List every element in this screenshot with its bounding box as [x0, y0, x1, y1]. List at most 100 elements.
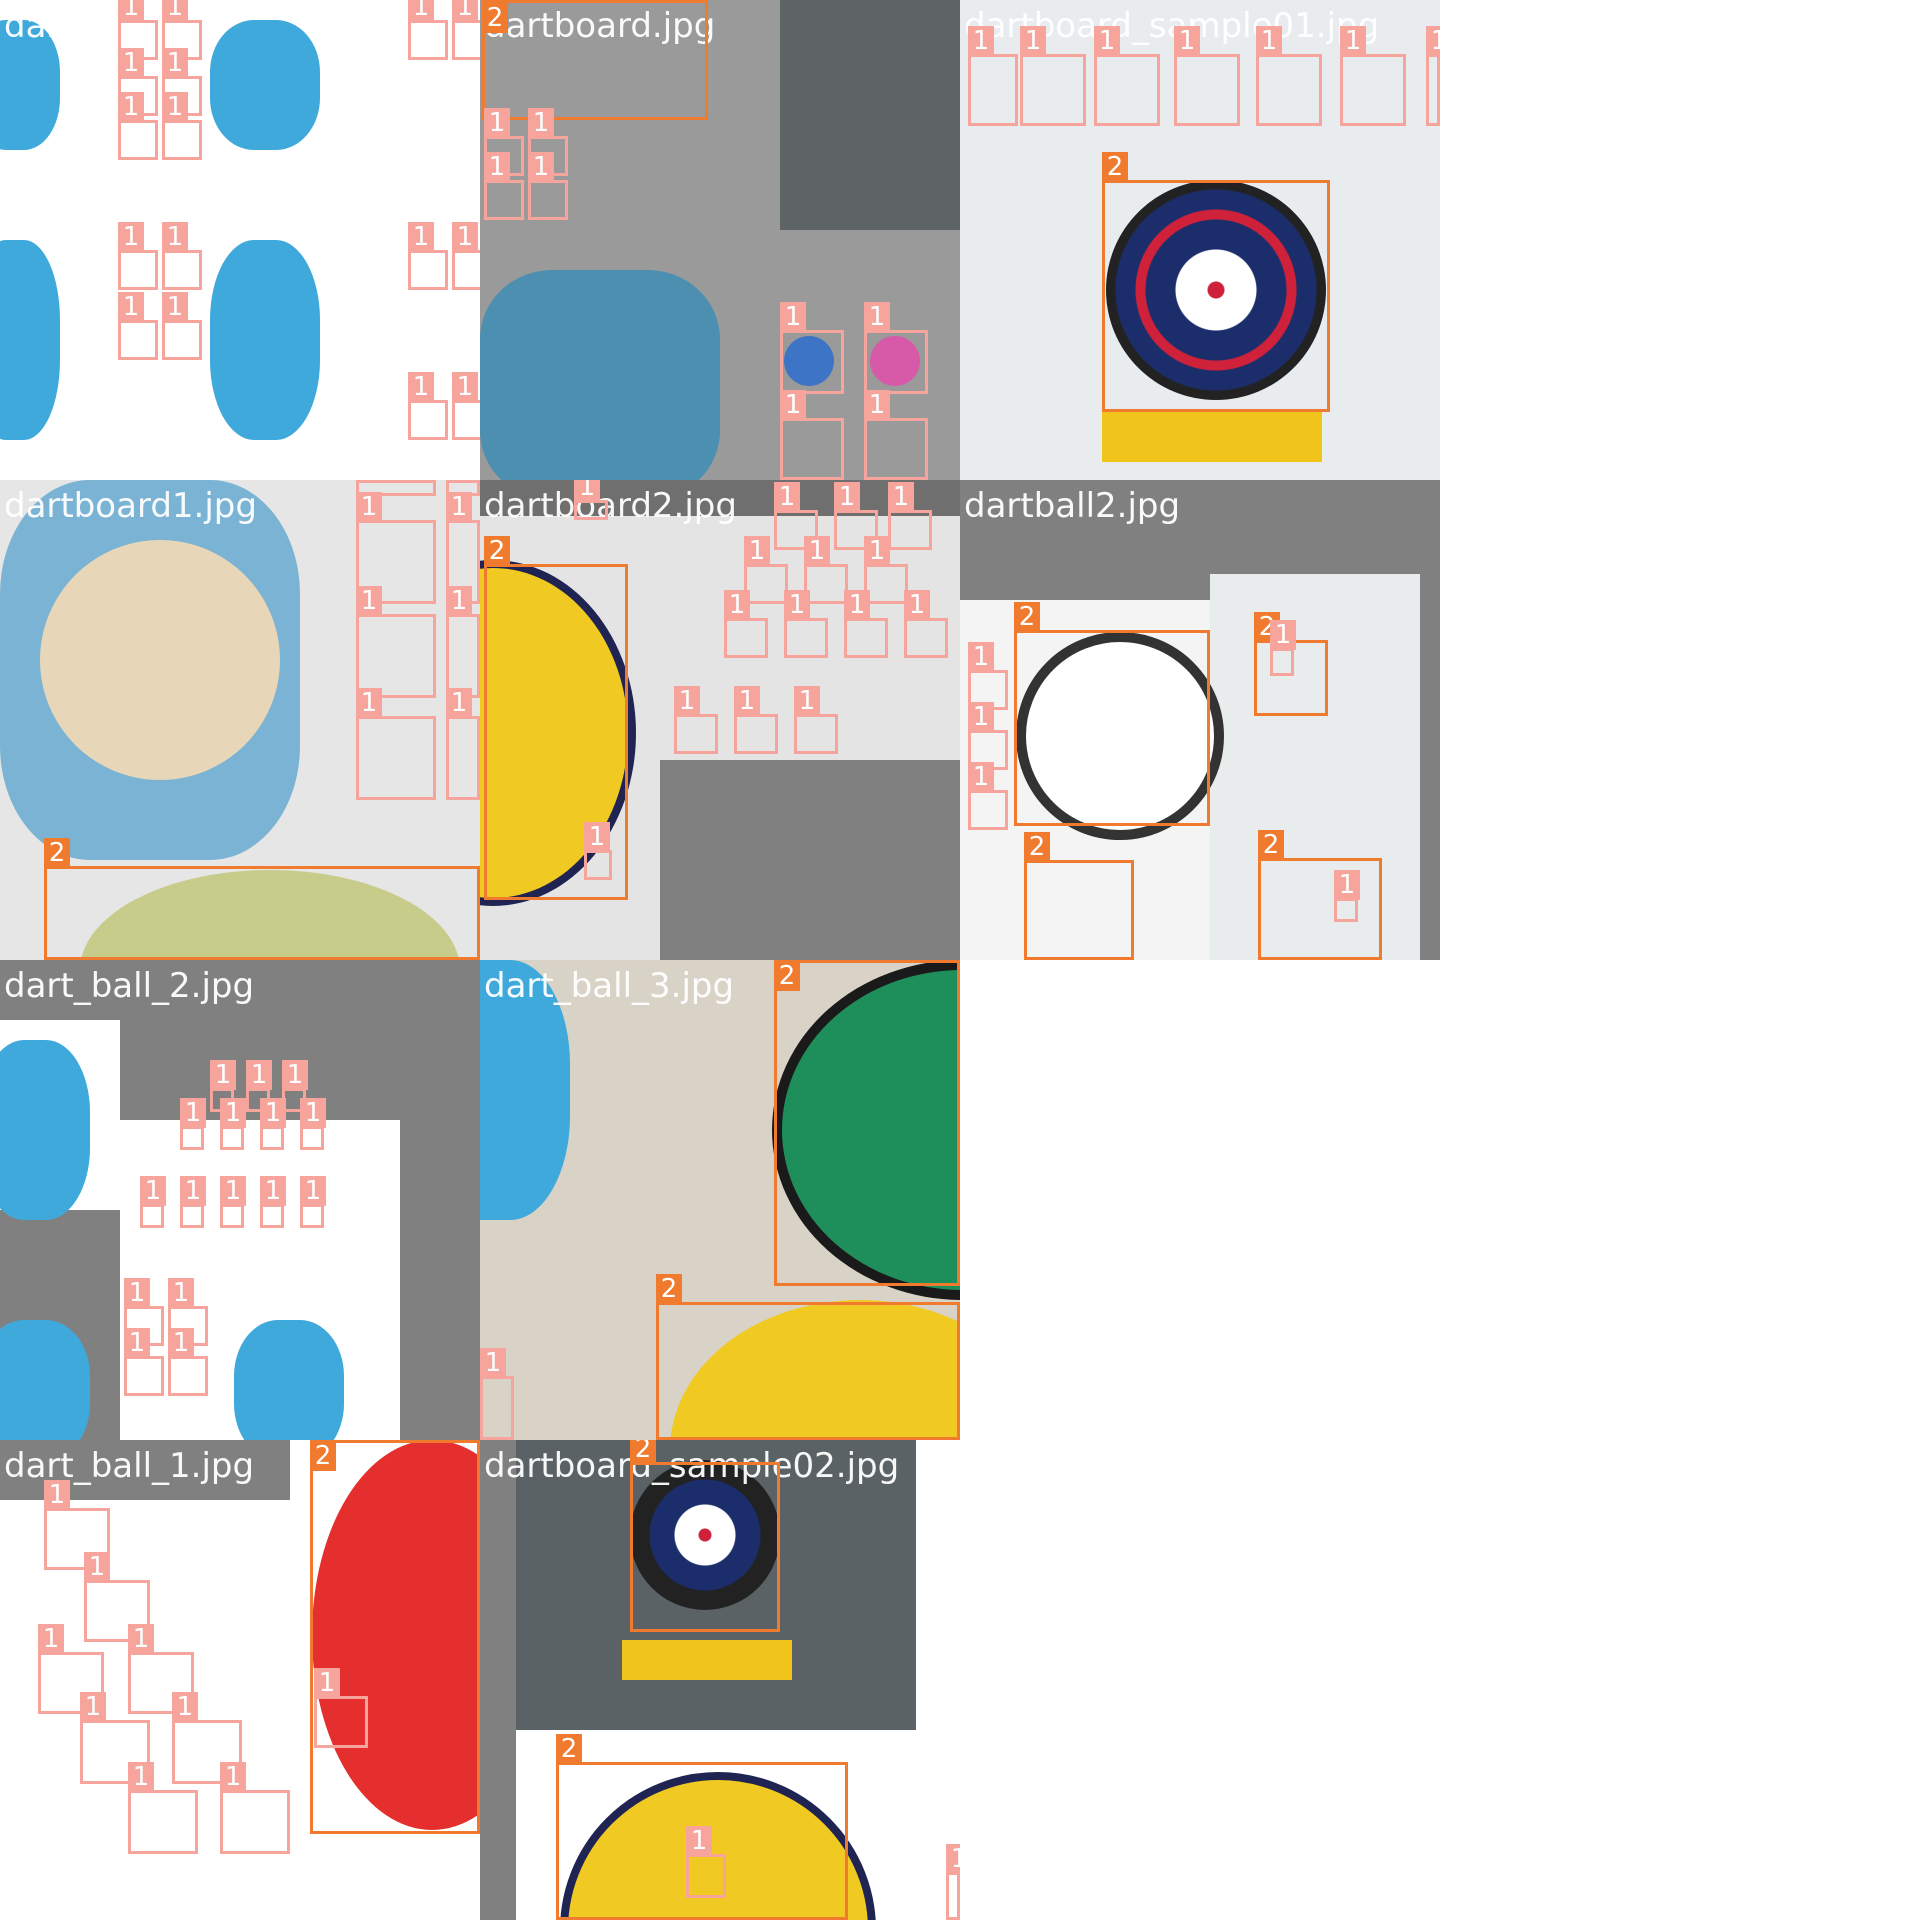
detection-label: 1 [128, 1762, 154, 1792]
bear-board-image [480, 270, 720, 480]
detection-box: 1 [724, 590, 768, 658]
detection-box: 1 [84, 1552, 150, 1642]
empty-mosaic-area [960, 960, 1920, 1920]
detection-box: 1 [118, 292, 158, 360]
detection-label: 1 [784, 590, 810, 620]
detection-label: 2 [484, 536, 510, 566]
detection-label: 1 [1174, 26, 1200, 56]
detection-label: 1 [774, 482, 800, 512]
detection-label: 1 [724, 590, 750, 620]
detection-label: 1 [674, 686, 700, 716]
mosaic-tile-dart-ball-3: dart_ball_3.jpg 2 2 1 [480, 960, 960, 1440]
detection-box: 1 [44, 1480, 110, 1570]
detection-box: 1 [1020, 26, 1086, 126]
detection-label: 1 [584, 822, 610, 852]
detection-label: 1 [162, 222, 188, 252]
air-big-darts-banner [622, 1640, 792, 1680]
detection-label: 1 [356, 480, 382, 482]
detection-box: 1 [220, 1176, 246, 1228]
detection-label: 1 [1020, 26, 1046, 56]
detection-label: 1 [356, 586, 382, 616]
dart-ball-image [784, 336, 834, 386]
detection-label: 1 [834, 482, 860, 512]
detection-box: 1 [168, 1278, 208, 1346]
detection-label: 2 [556, 1734, 582, 1764]
detection-label: 1 [946, 1844, 960, 1874]
detection-box: 2 [1024, 832, 1134, 960]
detection-box: 1 [1270, 620, 1296, 676]
detection-box: 1 [888, 482, 932, 550]
detection-label: 1 [168, 1328, 194, 1358]
detection-box: 1 [162, 292, 202, 360]
detection-label: 1 [968, 642, 994, 672]
detection-box: 1 [864, 536, 908, 604]
detection-box: 1 [446, 586, 480, 698]
tile-title: dartball2.jpg [964, 486, 1181, 526]
detection-box: 1 [834, 482, 878, 550]
detection-label: 1 [744, 536, 770, 566]
detection-label: 1 [484, 152, 510, 182]
detection-label: 1 [1334, 870, 1360, 900]
photo-wall-region [780, 0, 960, 230]
detection-label: 1 [780, 390, 806, 420]
mosaic-tile-dartboard-sample01: dartboard_sample01.jpg 1 1 1 1 1 1 1 2 [960, 0, 1440, 480]
tile-title: dartboard2.jpg [484, 486, 737, 526]
detection-label: 1 [140, 1176, 166, 1206]
detection-label: 1 [118, 222, 144, 252]
bear-clock-board-image [0, 20, 60, 150]
detection-label: 1 [480, 1348, 506, 1378]
detection-label: 2 [774, 961, 800, 991]
tile-title: dartboard_sample02.jpg [484, 1446, 900, 1486]
detection-label: 1 [168, 1278, 194, 1308]
detection-box: 1 [172, 1692, 242, 1784]
detection-box: 1 [1256, 26, 1322, 126]
detection-box: 2 [1258, 830, 1382, 960]
detection-label: 1 [282, 1060, 308, 1090]
detection-label: 1 [528, 108, 554, 138]
detection-box: 1 [780, 302, 844, 394]
detection-label: 2 [630, 1440, 656, 1464]
detection-label: 1 [80, 1692, 106, 1722]
detection-box: 1 [314, 1668, 368, 1748]
detection-label: 1 [484, 108, 510, 138]
detection-label: 1 [260, 1176, 286, 1206]
detection-box: 2 [656, 1274, 960, 1440]
detection-label: 1 [356, 688, 382, 718]
bear-clock-board-image [210, 20, 320, 150]
bear-clock-board-image [480, 960, 570, 1220]
detection-label: 1 [1426, 26, 1440, 56]
detection-box: 1 [480, 1348, 514, 1440]
detection-box: 1 [528, 152, 568, 220]
detection-box: 1 [946, 1844, 960, 1920]
detection-box: 1 [1426, 26, 1440, 126]
detection-label: 2 [310, 1441, 336, 1471]
detection-box: 1 [1174, 26, 1240, 126]
fruit-dartboard-image [1016, 632, 1224, 840]
tile-title: dart_ball_2.jpg [4, 966, 255, 1006]
detection-box: 1 [300, 1176, 326, 1228]
detection-box: 1 [864, 390, 928, 480]
detection-box: 2 [44, 838, 480, 960]
detection-box: 1 [1334, 870, 1360, 922]
detection-label: 1 [794, 686, 820, 716]
detection-box: 1 [674, 686, 718, 754]
detection-label: 1 [968, 762, 994, 792]
detection-label: 2 [656, 1274, 682, 1304]
detection-box: 1 [128, 1624, 194, 1714]
detection-label: 1 [118, 92, 144, 122]
detection-label: 1 [888, 482, 914, 512]
padding-region [660, 760, 960, 960]
detection-box: 1 [584, 822, 612, 880]
mosaic-tile-dart-ball-1: dart_ball_1.jpg 2 1 1 1 1 1 1 1 1 1 [0, 1440, 480, 1920]
detection-label: 1 [574, 480, 600, 502]
detection-label: 1 [1256, 26, 1282, 56]
empty-mosaic-area [1440, 0, 1920, 960]
detection-label: 1 [452, 0, 478, 22]
detection-label: 1 [314, 1668, 340, 1698]
detection-label: 1 [686, 1826, 712, 1856]
mosaic-tile-dartball: dartball.jpg 1 1 1 1 1 1 1 1 1 1 1 1 1 1… [0, 0, 480, 480]
detection-box: 1 [300, 1098, 326, 1150]
detection-label: 2 [1024, 832, 1050, 862]
detection-box: 1 [452, 0, 480, 60]
padding-region [480, 480, 960, 516]
